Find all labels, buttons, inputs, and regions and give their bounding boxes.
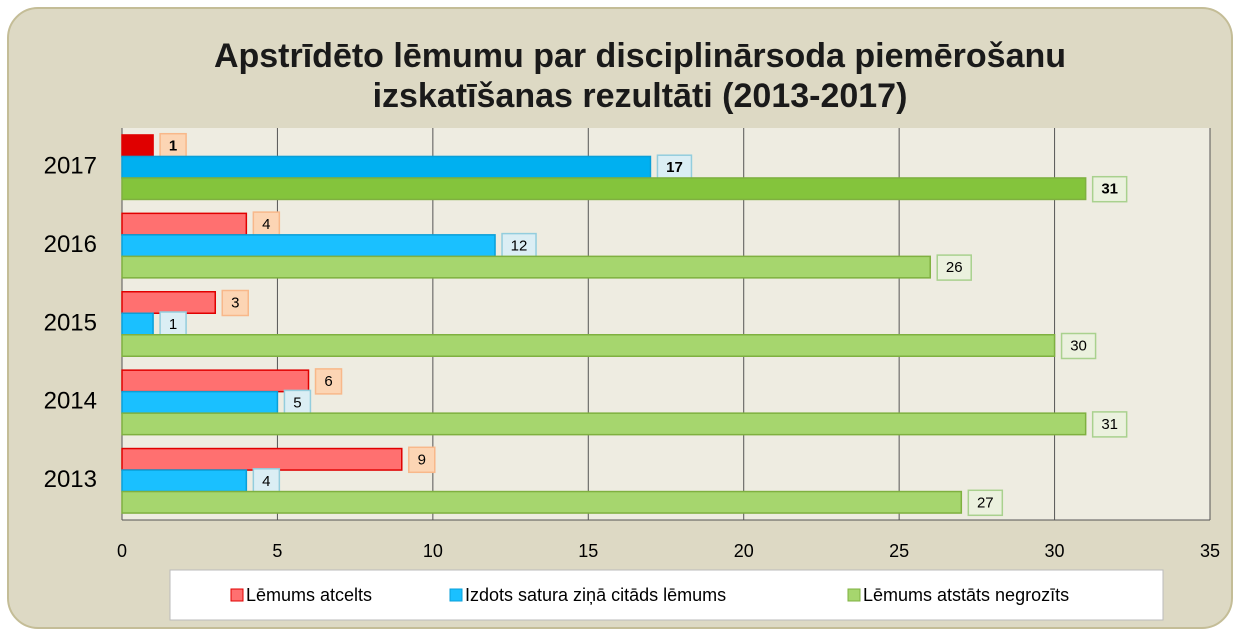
data-label-box: [936, 254, 972, 281]
data-label: 31: [1101, 416, 1118, 433]
data-label: 9: [418, 451, 426, 468]
bar: [121, 390, 279, 414]
y-tick-label: 2015: [44, 309, 97, 336]
bar: [121, 155, 652, 179]
x-tick-label: 5: [272, 541, 282, 561]
data-label-box: [159, 311, 187, 338]
data-label: 30: [1070, 337, 1087, 354]
legend-swatch: [230, 588, 244, 602]
bar: [121, 234, 496, 258]
x-tick-label: 35: [1200, 541, 1220, 561]
bar: [121, 369, 310, 393]
bar: [121, 312, 154, 336]
bar: [121, 134, 154, 158]
data-label-box: [967, 489, 1004, 517]
data-label-box: [501, 232, 537, 260]
data-label: 4: [262, 473, 270, 490]
bar: [121, 255, 931, 279]
bar: [121, 334, 1056, 357]
data-label: 3: [231, 294, 239, 311]
legend-swatch: [847, 588, 861, 602]
bar: [121, 447, 403, 471]
data-label-box: [1091, 175, 1128, 203]
y-tick-label: 2016: [44, 231, 97, 258]
legend-label: Izdots satura ziņā citāds lēmums: [465, 585, 726, 605]
data-label: 5: [293, 394, 301, 411]
x-tick-label: 10: [423, 541, 443, 561]
legend-box: [169, 569, 1164, 621]
data-label-box: [1091, 411, 1128, 438]
data-label: 17: [666, 159, 683, 176]
bar: [121, 469, 248, 493]
x-tick-label: 30: [1045, 541, 1065, 561]
data-label-box: [1060, 332, 1097, 360]
data-label: 12: [511, 238, 528, 255]
data-label: 27: [977, 494, 994, 511]
y-tick-label: 2013: [44, 466, 97, 493]
data-label: 31: [1101, 181, 1118, 198]
data-label: 6: [324, 373, 332, 390]
x-tick-label: 25: [889, 541, 909, 561]
y-tick-label: 2014: [44, 388, 97, 415]
bar: [121, 177, 1087, 201]
data-label-box: [221, 289, 250, 317]
bar: [121, 412, 1087, 436]
data-label: 1: [169, 138, 177, 155]
data-label: 1: [169, 316, 177, 333]
x-tick-label: 0: [117, 541, 127, 561]
bar: [121, 291, 217, 314]
bar: [121, 490, 963, 514]
legend-label: Lēmums atstāts negrozīts: [863, 585, 1069, 605]
bar: [121, 212, 248, 236]
x-tick-label: 20: [734, 541, 754, 561]
data-label-box: [408, 446, 436, 474]
data-label-box: [656, 154, 693, 181]
legend-label: Lēmums atcelts: [246, 585, 372, 605]
data-label-box: [252, 211, 281, 238]
legend-swatch: [449, 588, 463, 602]
x-tick-label: 15: [578, 541, 598, 561]
y-tick-label: 2017: [44, 153, 97, 180]
chart-title: Apstrīdēto lēmumu par disciplinārsoda pi…: [213, 37, 1067, 115]
data-label-box: [314, 368, 343, 395]
data-label: 26: [946, 259, 963, 276]
data-label-box: [283, 389, 312, 417]
data-label: 4: [262, 216, 270, 233]
